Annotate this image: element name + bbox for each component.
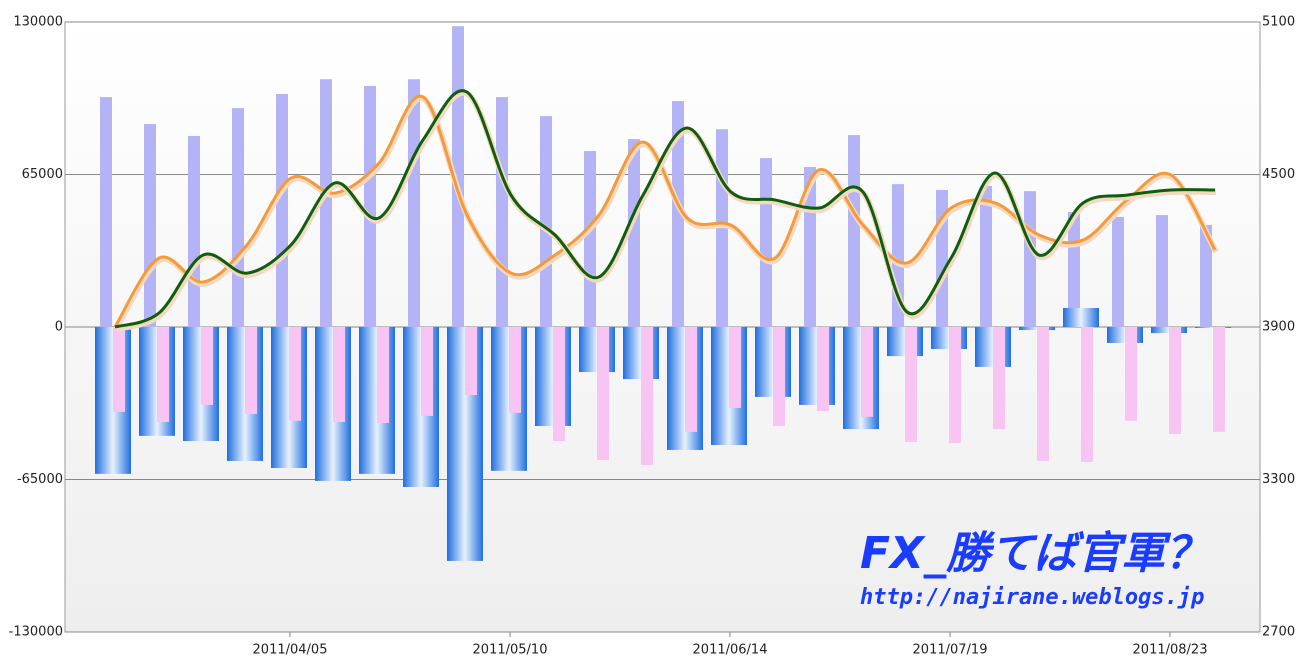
bar	[1213, 327, 1225, 432]
y2-tick-label: 3300	[1262, 472, 1295, 487]
x-tick-label: 2011/06/14	[693, 643, 768, 658]
bar	[320, 79, 332, 327]
bar	[773, 327, 785, 427]
bar	[861, 327, 873, 417]
bar	[597, 327, 609, 461]
y-tick-label: 65000	[22, 167, 63, 182]
bar	[1037, 327, 1049, 461]
bar	[628, 139, 640, 327]
watermark: FX_勝てば官軍？	[860, 528, 1209, 579]
bar	[364, 86, 376, 327]
bar	[157, 327, 169, 423]
bar	[100, 97, 112, 327]
bar	[465, 327, 477, 396]
bar	[245, 327, 257, 415]
x-tick-label: 2011/08/23	[1133, 643, 1208, 658]
bar	[188, 136, 200, 327]
x-tick-label: 2011/05/10	[473, 643, 548, 658]
bar	[289, 327, 301, 421]
x-tick-label: 2011/04/05	[253, 643, 328, 658]
bar	[408, 79, 420, 327]
bar	[452, 26, 464, 327]
bar	[1125, 327, 1137, 421]
bar	[509, 327, 521, 413]
watermark-url: http://najirane.weblogs.jp	[860, 585, 1204, 610]
bar	[729, 327, 741, 408]
y-tick-label: 130000	[13, 15, 63, 30]
bar	[641, 327, 653, 465]
y-tick-label: 0	[55, 320, 63, 335]
bar	[232, 108, 244, 327]
bar	[949, 327, 961, 443]
y2-tick-label: 3900	[1262, 320, 1295, 335]
bar	[496, 97, 508, 327]
bar	[848, 135, 860, 327]
bar	[584, 151, 596, 327]
bar	[333, 327, 345, 423]
bar	[201, 327, 213, 405]
bar	[1024, 191, 1036, 327]
y-tick-label: -130000	[9, 625, 63, 640]
y2-tick-label: 5100	[1262, 15, 1295, 30]
bar	[1112, 216, 1124, 327]
bar	[1169, 327, 1181, 434]
y-tick-label: -65000	[17, 472, 63, 487]
bar	[276, 94, 288, 328]
x-tick-label: 2011/07/19	[913, 643, 988, 658]
bar	[760, 158, 772, 327]
line	[114, 89, 1216, 329]
bar	[553, 327, 565, 442]
bar	[672, 101, 684, 327]
bar	[685, 327, 697, 432]
bar	[1200, 224, 1212, 327]
bar	[113, 327, 125, 412]
bar	[980, 185, 992, 327]
bar	[817, 327, 829, 411]
bar	[421, 327, 433, 416]
bar	[540, 116, 552, 327]
bar	[377, 327, 389, 423]
y2-tick-label: 2700	[1262, 625, 1295, 640]
bar	[993, 327, 1005, 430]
bar	[905, 327, 917, 442]
bar	[1063, 307, 1099, 327]
bar	[1081, 327, 1093, 462]
bar	[1156, 215, 1168, 327]
y2-tick-label: 4500	[1262, 167, 1295, 182]
bar	[144, 124, 156, 327]
